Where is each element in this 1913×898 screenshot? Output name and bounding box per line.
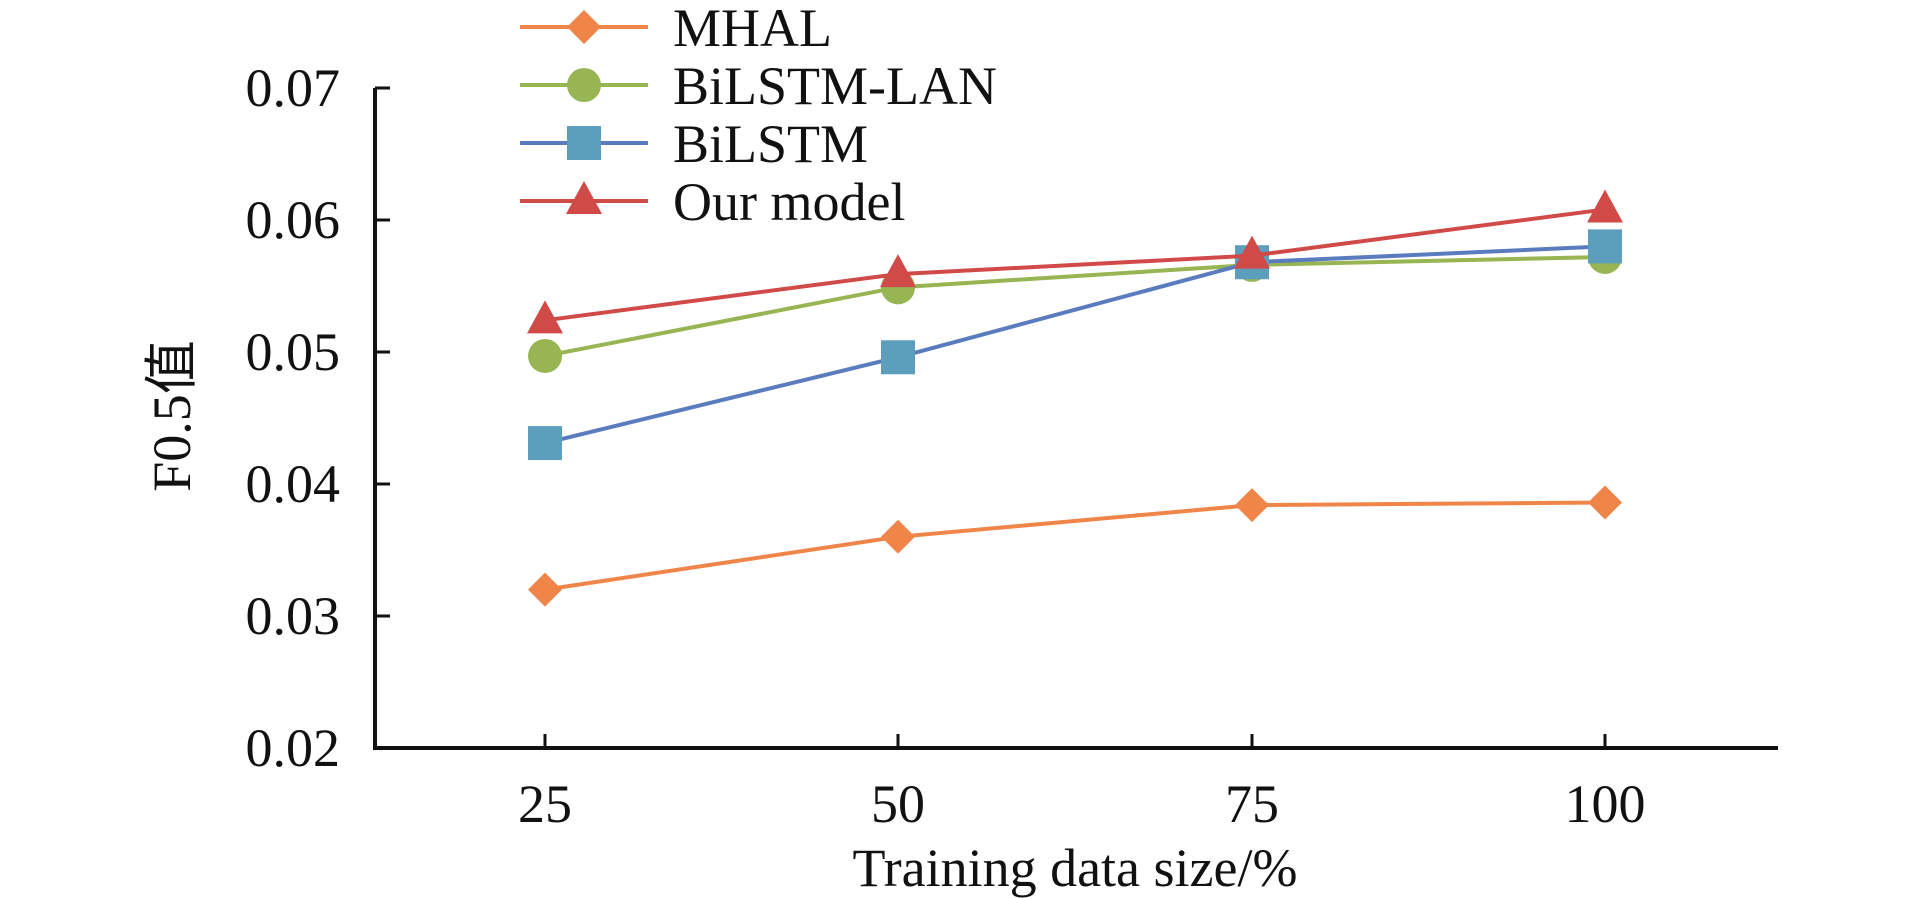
x-tick-label: 100: [1565, 774, 1646, 834]
x-tick-label: 50: [871, 774, 925, 834]
data-point-bilstm: [881, 340, 915, 375]
legend-marker: [567, 10, 601, 44]
legend-label: BiLSTM: [673, 114, 868, 174]
data-point-mhal: [1588, 485, 1622, 520]
x-tick-label: 75: [1225, 774, 1279, 834]
series-line-bilstm-lan: [544, 254, 1606, 358]
data-point-our-model: [1587, 189, 1623, 223]
data-point-mhal: [528, 572, 562, 607]
legend-label: BiLSTM-LAN: [673, 56, 997, 116]
data-point-our-model: [1234, 235, 1270, 269]
y-tick-label: 0.07: [246, 58, 341, 118]
series-bilstm: [528, 229, 1622, 461]
y-tick-label: 0.04: [246, 454, 341, 514]
data-point-mhal: [1235, 488, 1269, 523]
series-line-our-model: [544, 207, 1606, 323]
y-tick-label: 0.06: [246, 190, 341, 250]
series-layer: [527, 189, 1623, 607]
axes: [373, 88, 1778, 750]
x-tick-label: 25: [518, 774, 572, 834]
data-point-bilstm: [528, 426, 562, 461]
data-point-our-model: [527, 300, 563, 334]
y-ticks: 0.02 0.03 0.04 0.05 0.06 0.07: [246, 58, 390, 778]
series-our-model: [527, 189, 1623, 334]
x-axis-title: Training data size/%: [853, 838, 1298, 898]
data-point-bilstm-lan: [528, 338, 562, 373]
x-ticks: 25 50 75 100: [518, 734, 1646, 834]
series-bilstm-lan: [528, 239, 1622, 373]
legend-marker: [567, 68, 601, 102]
legend-label: MHAL: [673, 0, 832, 58]
y-tick-label: 0.02: [246, 718, 341, 778]
series-line-mhal: [544, 500, 1606, 592]
series-mhal: [528, 485, 1622, 607]
legend-item-bilstm-lan: BiLSTM-LAN: [520, 56, 997, 116]
legend-marker: [566, 181, 602, 214]
legend-label: Our model: [673, 172, 905, 232]
data-point-mhal: [881, 519, 915, 554]
series-line-bilstm: [544, 244, 1606, 446]
legend-item-mhal: MHAL: [520, 0, 832, 58]
y-tick-label: 0.03: [246, 586, 341, 646]
data-point-our-model: [880, 254, 916, 288]
y-tick-label: 0.05: [246, 322, 341, 382]
data-point-bilstm: [1588, 229, 1622, 264]
legend-marker: [567, 126, 601, 160]
y-axis-title: F0.5值: [142, 340, 202, 492]
legend-item-bilstm: BiLSTM: [520, 114, 868, 174]
legend-item-our-model: Our model: [520, 172, 905, 232]
